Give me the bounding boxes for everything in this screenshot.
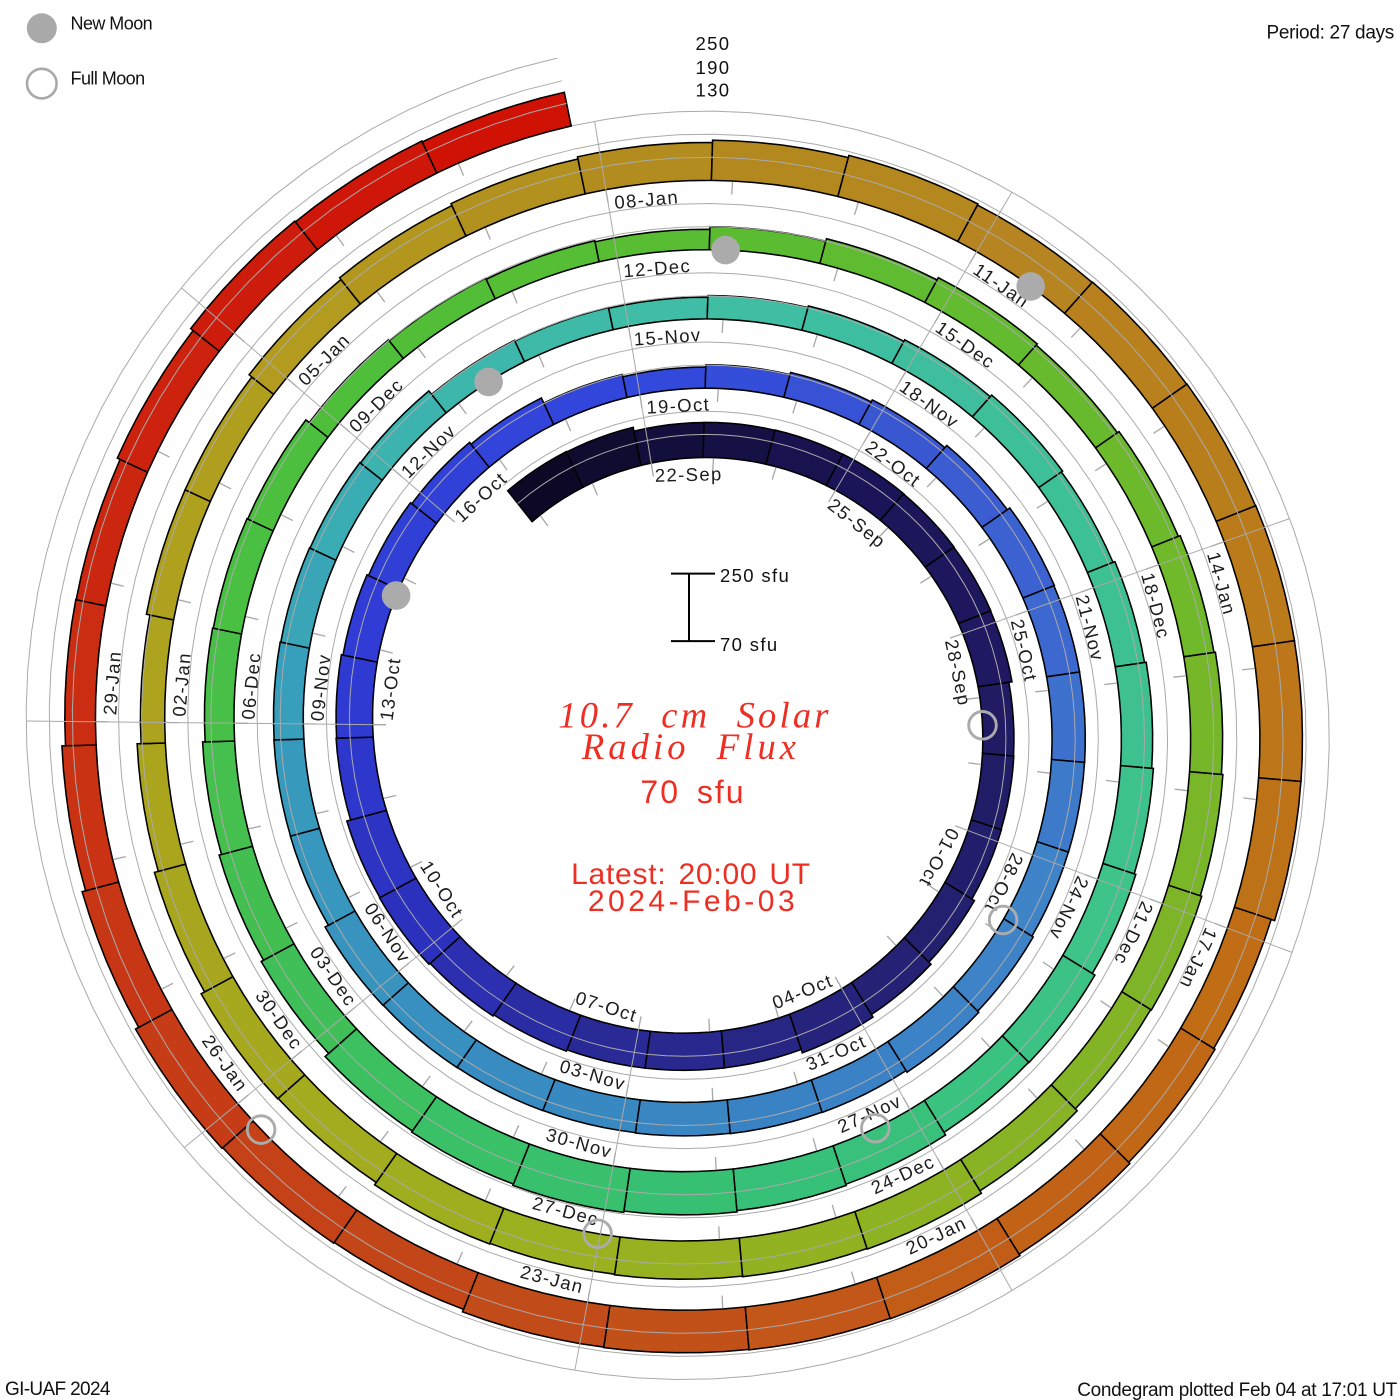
svg-text:250: 250	[696, 33, 731, 54]
svg-text:70 sfu: 70 sfu	[640, 774, 745, 810]
svg-text:Radio Flux: Radio Flux	[581, 726, 800, 767]
svg-text:10.7 cm Solar: 10.7 cm Solar	[558, 695, 831, 736]
svg-text:15-Nov: 15-Nov	[633, 324, 702, 350]
svg-text:250 sfu: 250 sfu	[720, 565, 790, 586]
svg-text:19-Oct: 19-Oct	[646, 393, 711, 417]
svg-text:GI-UAF 2024: GI-UAF 2024	[5, 1379, 111, 1400]
svg-text:2024-Feb-03: 2024-Feb-03	[588, 885, 798, 918]
svg-text:130: 130	[696, 80, 731, 101]
svg-text:Condegram plotted Feb 04 at 17: Condegram plotted Feb 04 at 17:01 UT	[1077, 1380, 1397, 1400]
svg-text:190: 190	[696, 57, 731, 78]
svg-text:70 sfu: 70 sfu	[720, 634, 779, 655]
svg-text:Period: 27 days: Period: 27 days	[1266, 23, 1394, 44]
svg-text:22-Sep: 22-Sep	[655, 463, 723, 486]
svg-text:New Moon: New Moon	[71, 14, 153, 34]
svg-text:Latest: 20:00 UT: Latest: 20:00 UT	[571, 858, 811, 891]
svg-text:29-Jan: 29-Jan	[99, 650, 125, 716]
svg-text:Full Moon: Full Moon	[71, 69, 145, 89]
